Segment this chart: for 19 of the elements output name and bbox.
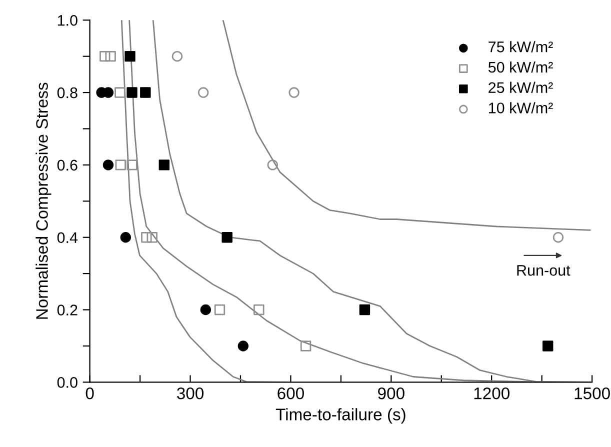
x-tick-label: 300 bbox=[177, 387, 204, 400]
legend-label: 10 kW/m² bbox=[489, 102, 553, 114]
y-axis-title: Normalised Compressive Stress bbox=[36, 82, 52, 319]
annotation: Run-out bbox=[517, 265, 570, 276]
x-tick-label: 0 bbox=[86, 387, 94, 400]
legend-label: 75 kW/m² bbox=[488, 41, 553, 52]
y-tick-label: 0.8 bbox=[57, 87, 78, 98]
x-tick-label: 900 bbox=[378, 387, 404, 400]
x-tick-label: 600 bbox=[278, 387, 304, 400]
y-tick-label: 0.2 bbox=[57, 304, 78, 316]
x-axis-title: Time-to-failure (s) bbox=[276, 408, 406, 424]
legend-label: 25 kW/m² bbox=[488, 82, 553, 94]
x-tick-label: 1200 bbox=[474, 387, 510, 400]
legend-label: 50 kW/m² bbox=[488, 61, 553, 73]
y-tick-label: 0.0 bbox=[57, 377, 78, 388]
y-tick-label: 1.0 bbox=[58, 14, 78, 26]
x-tick-label: 1500 bbox=[574, 387, 610, 400]
y-tick-label: 0.4 bbox=[57, 232, 78, 244]
y-tick-label: 0.6 bbox=[57, 160, 78, 171]
